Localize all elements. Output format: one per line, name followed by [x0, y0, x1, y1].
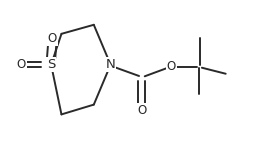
- Text: O: O: [17, 58, 26, 71]
- Text: N: N: [106, 58, 115, 71]
- Text: O: O: [167, 60, 176, 73]
- Text: S: S: [47, 58, 55, 71]
- Text: O: O: [48, 32, 57, 45]
- Text: O: O: [137, 104, 146, 117]
